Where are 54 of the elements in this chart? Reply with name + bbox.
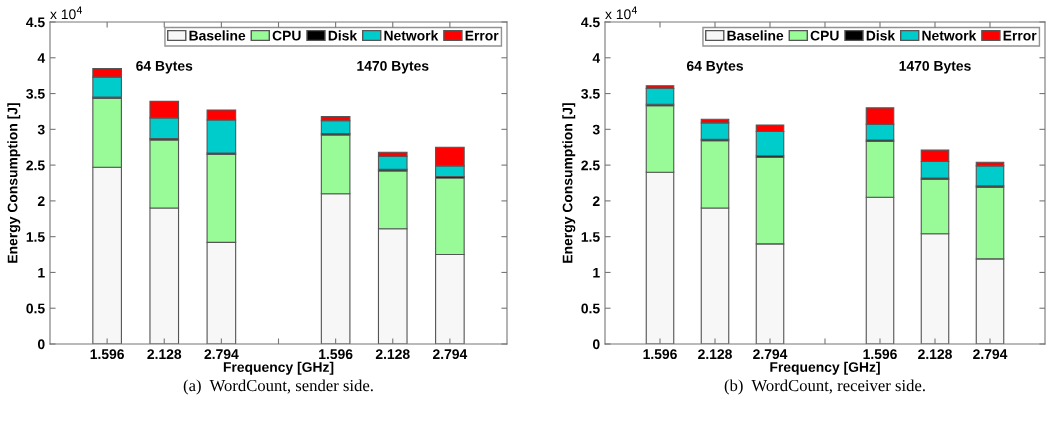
y-tick-label: 4 <box>37 53 46 63</box>
annotation: 64 Bytes <box>686 60 743 74</box>
annotation: 1470 Bytes <box>899 60 971 74</box>
y-tick-label: 2.5 <box>26 160 45 171</box>
y-tick-label: 0.5 <box>581 303 600 314</box>
y-tick-label: 1.5 <box>26 232 45 242</box>
y-tick-label: 3 <box>592 124 600 135</box>
y-axis-title: Energy Consumption [J] <box>562 103 576 263</box>
text: x 10$^{4}$ <box>50 6 83 20</box>
legend-label: Disk <box>328 30 358 41</box>
x-tick-label: 1.596 <box>319 349 353 360</box>
y-tick-label: 2 <box>37 196 45 206</box>
annotation: 64 Bytes <box>136 60 193 74</box>
y-tick-label: 0.5 <box>26 303 45 314</box>
legend-label: Network <box>922 30 977 41</box>
legend-label: CPU <box>810 30 839 41</box>
y-tick-label: 2.5 <box>581 160 600 171</box>
legend-label: Baseline <box>189 30 246 41</box>
x-tick-label: 2.128 <box>918 349 952 360</box>
y-tick-label: 1.5 <box>581 232 600 242</box>
x-tick-label: 1.596 <box>90 349 124 360</box>
legend-label: Error <box>1003 30 1037 41</box>
legend-label: Network <box>384 30 439 41</box>
text: (a) WordCount, sender side. <box>183 379 373 395</box>
text: (b) WordCount, receiver side. <box>724 379 925 395</box>
y-tick-label: 0 <box>592 339 600 350</box>
y-tick-label: 3.5 <box>581 88 600 99</box>
y-tick-label: 0 <box>37 339 45 350</box>
y-tick-label: 2 <box>592 196 600 206</box>
y-tick-label: 3.5 <box>26 88 45 99</box>
x-tick-label: 2.794 <box>204 349 239 360</box>
x-tick-label: 1.596 <box>643 349 677 360</box>
y-tick-label: 4 <box>592 53 601 63</box>
x-tick-label: 2.128 <box>147 349 182 360</box>
legend-label: Error <box>465 30 499 41</box>
x-tick-label: 1.596 <box>863 349 897 360</box>
legend-label: Disk <box>866 30 896 41</box>
y-tick-label: 4.5 <box>581 17 600 28</box>
x-tick-label: 2.128 <box>375 349 410 360</box>
x-axis-title: Frequency [GHz] <box>770 361 880 375</box>
x-tick-label: 2.794 <box>973 349 1008 360</box>
x-tick-label: 2.794 <box>432 349 468 360</box>
legend-label: CPU <box>272 30 301 41</box>
x-tick-label: 2.128 <box>698 349 732 360</box>
text: x 10$^{4}$ <box>605 6 638 20</box>
legend-label: Baseline <box>727 30 784 41</box>
y-tick-label: 1 <box>38 267 45 278</box>
y-tick-label: 4.5 <box>26 17 45 28</box>
annotation: 1470 Bytes <box>357 60 429 74</box>
y-tick-label: 1 <box>593 267 600 278</box>
x-tick-label: 2.794 <box>753 349 788 360</box>
y-tick-label: 3 <box>37 124 45 135</box>
x-axis-title: Frequency [GHz] <box>223 361 334 375</box>
y-axis-title: Energy Consumption [J] <box>7 103 21 263</box>
